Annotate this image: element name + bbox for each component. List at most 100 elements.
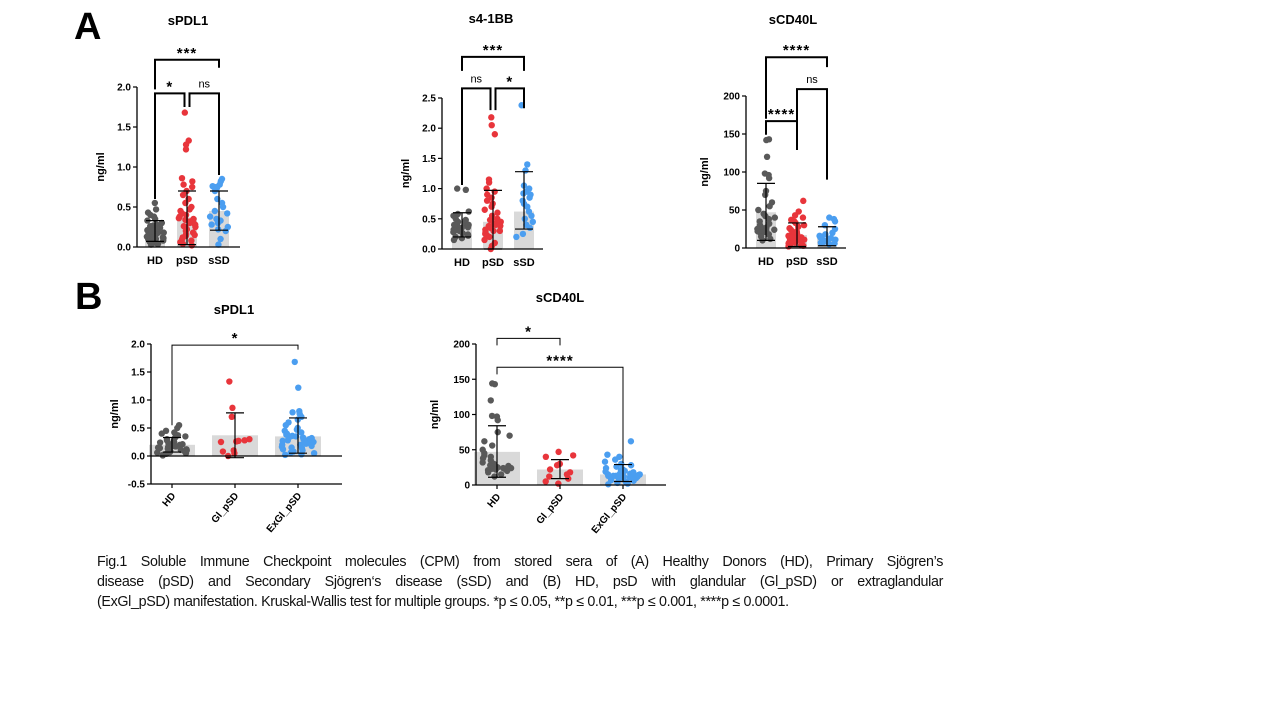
y-tick-label: 150 bbox=[723, 130, 740, 141]
significance-label: **** bbox=[546, 352, 573, 369]
data-point-HD bbox=[456, 227, 463, 235]
caption-line: (ExGl_pSD) manifestation. Kruskal-Wallis… bbox=[97, 594, 789, 610]
significance-bracket bbox=[496, 337, 561, 346]
figure-caption: Fig.1 Soluble Immune Checkpoint molecule… bbox=[97, 552, 943, 612]
panel-label-b: B bbox=[75, 276, 103, 318]
data-point-ExGl_pSD bbox=[604, 451, 611, 458]
data-point-ExGl_pSD bbox=[627, 438, 635, 445]
data-point-HD bbox=[147, 241, 155, 248]
y-axis-label: ng/ml bbox=[109, 399, 121, 428]
significance-label: * bbox=[166, 78, 173, 95]
data-point-sSD bbox=[521, 215, 529, 222]
data-point-sSD bbox=[513, 233, 520, 241]
data-point-ExGl_pSD bbox=[279, 441, 286, 448]
y-axis-label: ng/ml bbox=[95, 152, 107, 181]
data-point-pSD bbox=[188, 237, 195, 244]
data-point-ExGl_pSD bbox=[601, 458, 609, 465]
significance-bracket bbox=[188, 92, 220, 175]
data-point-HD bbox=[488, 412, 496, 420]
y-tick-label: 2.0 bbox=[131, 340, 145, 351]
data-point-HD bbox=[450, 228, 457, 236]
data-point-HD bbox=[489, 442, 496, 449]
data-point-sSD bbox=[215, 241, 222, 248]
data-point-sSD bbox=[214, 219, 222, 227]
y-tick-label: 2.5 bbox=[422, 94, 436, 105]
x-tick-label: pSD bbox=[176, 255, 198, 267]
data-point-HD bbox=[497, 471, 505, 478]
data-point-ExGl_pSD bbox=[308, 442, 315, 450]
data-point-HD bbox=[151, 199, 159, 207]
data-point-ExGl_pSD bbox=[281, 451, 289, 459]
y-tick-label: 0.0 bbox=[422, 245, 436, 256]
data-point-HD bbox=[158, 430, 165, 437]
data-point-Gl_pSD bbox=[217, 438, 225, 446]
data-point-sSD bbox=[219, 203, 227, 211]
data-point-sSD bbox=[528, 212, 535, 219]
chart-title: sPDL1 bbox=[168, 13, 208, 28]
data-point-HD bbox=[491, 473, 498, 480]
x-tick-label: sSD bbox=[208, 255, 229, 267]
data-point-HD bbox=[762, 191, 769, 198]
y-tick-label: 1.5 bbox=[131, 368, 145, 379]
data-point-HD bbox=[494, 416, 501, 424]
data-point-pSD bbox=[186, 206, 193, 213]
data-point-HD bbox=[767, 235, 774, 243]
data-point-pSD bbox=[182, 199, 189, 207]
data-point-HD bbox=[491, 380, 499, 388]
y-tick-label: 0.0 bbox=[131, 452, 145, 463]
data-point-pSD bbox=[188, 183, 196, 191]
data-point-pSD bbox=[490, 220, 497, 227]
data-point-pSD bbox=[180, 181, 187, 188]
significance-bracket bbox=[496, 366, 624, 464]
significance-label: * bbox=[525, 323, 532, 340]
data-point-sSD bbox=[522, 167, 529, 174]
data-point-HD bbox=[462, 186, 470, 194]
data-point-Gl_pSD bbox=[228, 413, 235, 420]
data-point-pSD bbox=[486, 233, 493, 241]
data-point-Gl_pSD bbox=[219, 448, 227, 455]
data-point-sSD bbox=[524, 161, 531, 168]
significance-bracket bbox=[796, 88, 828, 180]
y-tick-label: 2.0 bbox=[422, 124, 436, 135]
data-point-pSD bbox=[797, 238, 805, 246]
data-point-Gl_pSD bbox=[241, 437, 248, 444]
x-tick-label: HD bbox=[147, 255, 163, 267]
y-tick-label: 0.5 bbox=[131, 424, 145, 435]
y-tick-label: 200 bbox=[453, 340, 470, 351]
significance-bracket bbox=[154, 58, 220, 90]
data-point-ExGl_pSD bbox=[605, 472, 612, 480]
panel-label-a: A bbox=[74, 6, 102, 48]
data-point-Gl_pSD bbox=[555, 448, 562, 456]
data-point-pSD bbox=[488, 215, 495, 222]
chart-title: sCD40L bbox=[536, 290, 584, 305]
data-point-pSD bbox=[800, 222, 808, 229]
data-point-pSD bbox=[481, 206, 488, 213]
data-point-sSD bbox=[817, 239, 825, 246]
x-tick-label: ExGl_pSD bbox=[265, 491, 305, 535]
significance-bracket bbox=[494, 87, 525, 111]
data-point-HD bbox=[182, 450, 190, 457]
data-point-pSD bbox=[488, 203, 495, 210]
data-point-HD bbox=[160, 237, 167, 244]
significance-bracket bbox=[171, 344, 299, 426]
data-point-ExGl_pSD bbox=[301, 438, 308, 446]
data-point-HD bbox=[492, 466, 499, 473]
y-tick-label: 50 bbox=[459, 445, 471, 456]
data-point-Gl_pSD bbox=[546, 473, 553, 480]
data-point-Gl_pSD bbox=[569, 452, 577, 459]
data-point-HD bbox=[763, 153, 771, 160]
y-tick-label: 50 bbox=[729, 206, 741, 217]
data-point-sSD bbox=[831, 218, 839, 225]
data-point-ExGl_pSD bbox=[620, 473, 627, 480]
data-point-pSD bbox=[175, 215, 183, 222]
data-point-HD bbox=[148, 227, 156, 235]
y-tick-label: 1.5 bbox=[117, 123, 131, 134]
chart-title: sCD40L bbox=[769, 12, 817, 27]
data-point-ExGl_pSD bbox=[630, 477, 637, 484]
significance-label: **** bbox=[768, 106, 795, 123]
data-point-HD bbox=[479, 459, 486, 466]
data-point-pSD bbox=[182, 211, 190, 219]
data-point-Gl_pSD bbox=[233, 438, 240, 445]
data-point-pSD bbox=[192, 223, 199, 231]
